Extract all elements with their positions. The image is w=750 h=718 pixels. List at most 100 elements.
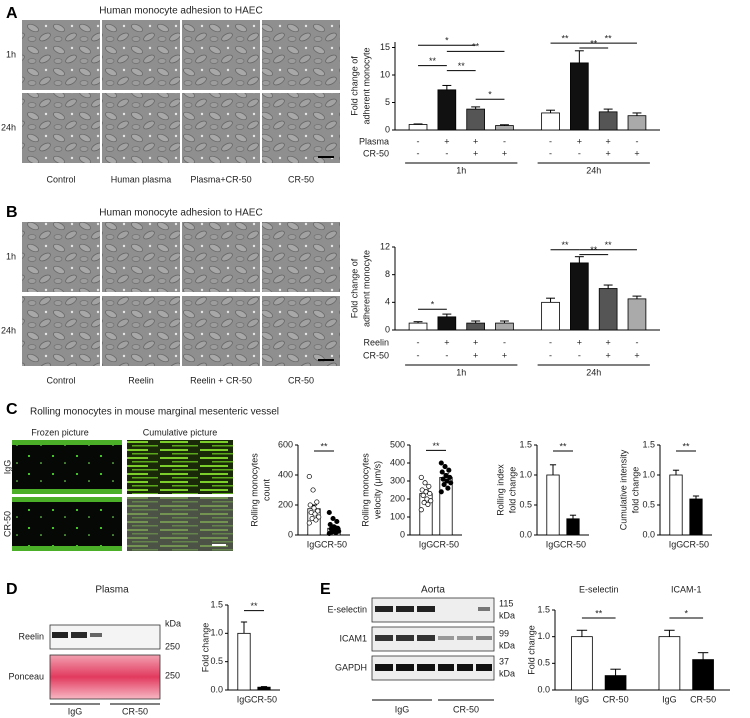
significance-label: ** [682,441,690,451]
significance-label: ** [561,240,569,250]
y-tick-label: 1.0 [642,469,655,479]
panel-title: Rolling monocytes in mouse marginal mese… [30,407,279,418]
y-tick-label: 0 [400,529,405,539]
y-axis-label: Fold change [200,623,210,673]
y-axis-label: Fold change [526,625,536,675]
y-axis-label: Rolling index [495,464,505,516]
condition-sign: - [549,337,552,347]
bar [689,498,703,536]
column-label: Reelin + CR-50 [190,375,252,385]
x-tick-label: IgG [575,694,590,704]
significance-label: ** [559,441,567,451]
western-blot [371,597,495,701]
marker-label: kDa [499,640,515,650]
x-tick-label: IgG [419,539,434,549]
group-label: CR-50 [122,706,148,716]
y-tick-label: 0.0 [642,529,655,539]
condition-sign: - [549,148,552,158]
panel-title: Aorta [421,585,445,596]
data-point [442,464,448,470]
x-tick-label: IgG [307,539,322,549]
y-axis-label: velocity (μm/s) [372,461,382,519]
y-axis-label: Fold change of [349,258,359,318]
x-tick-label: CR-50 [433,539,459,549]
y-tick-label: 0.0 [537,684,550,694]
y-tick-label: 1.0 [519,469,532,479]
y-tick-label: 500 [390,439,405,449]
y-tick-label: 0.5 [210,656,223,666]
data-point [306,473,312,480]
bar [408,124,428,131]
bar [437,316,457,331]
data-point [311,505,317,511]
panel-label: B [6,204,18,221]
data-point [314,499,320,505]
condition-sign: - [578,148,581,158]
micrographs [22,222,340,366]
y-tick-label: 200 [278,499,293,509]
marker-label: kDa [499,610,515,620]
y-axis-label: adherent monocyte [361,250,371,327]
image-header: Frozen picture [31,427,89,437]
blot-label: Reelin [18,631,44,641]
data-point [326,509,332,516]
y-axis-label: adherent monocyte [361,47,371,124]
y-tick-label: 200 [390,493,405,503]
significance-label: * [431,300,435,310]
y-tick-label: 4 [385,297,390,307]
western-blot [49,624,161,705]
marker-label: 99 [499,628,509,638]
group-label: IgG [68,706,83,716]
condition-sign: - [503,136,506,146]
data-point [438,489,444,495]
column-label: CR-50 [288,375,314,385]
y-tick-label: 0.5 [519,499,532,509]
row-label: 24h [1,325,16,335]
x-tick-label: IgG [662,694,677,704]
bar [257,686,271,691]
blot-label: ICAM1 [339,633,367,643]
condition-sign: - [635,337,638,347]
group-label: 24h [586,367,601,377]
significance-label: ** [561,33,569,43]
blot-label: GAPDH [335,662,367,672]
y-axis-label: Rolling monocytes [249,453,259,527]
condition-sign: + [473,337,478,347]
y-tick-label: 5 [385,97,390,107]
bar [627,115,647,131]
marker-label: 250 [165,641,180,651]
data-point [445,485,451,491]
condition-sign: + [444,136,449,146]
condition-label: Reelin [363,337,389,347]
bar [598,288,618,331]
blot-label: E-selectin [327,604,367,614]
y-tick-label: 0 [385,124,390,134]
condition-sign: - [445,350,448,360]
data-point [425,501,431,507]
y-tick-label: 0 [288,529,293,539]
y-tick-label: 600 [278,439,293,449]
condition-label: CR-50 [363,148,389,158]
column-label: Control [46,375,75,385]
condition-sign: - [549,136,552,146]
panel-title: Human monocyte adhesion to HAEC [99,208,262,219]
data-point [446,467,452,473]
bar [546,474,560,536]
data-point [307,502,313,508]
y-tick-label: 1.0 [537,631,550,641]
row-label: CR-50 [2,511,12,537]
condition-sign: - [503,337,506,347]
group-label: 1h [456,165,466,175]
condition-sign: + [634,350,639,360]
bar [541,301,560,331]
marker-label: 115 [499,598,513,608]
panel-label: C [6,401,18,418]
group-label: IgG [395,704,410,714]
bar [570,262,589,331]
y-tick-label: 8 [385,269,390,279]
bar [627,298,647,331]
y-axis-label: Fold change of [349,56,359,116]
y-tick-label: 12 [380,241,390,251]
significance-label: ** [250,601,258,611]
bar [466,322,485,331]
